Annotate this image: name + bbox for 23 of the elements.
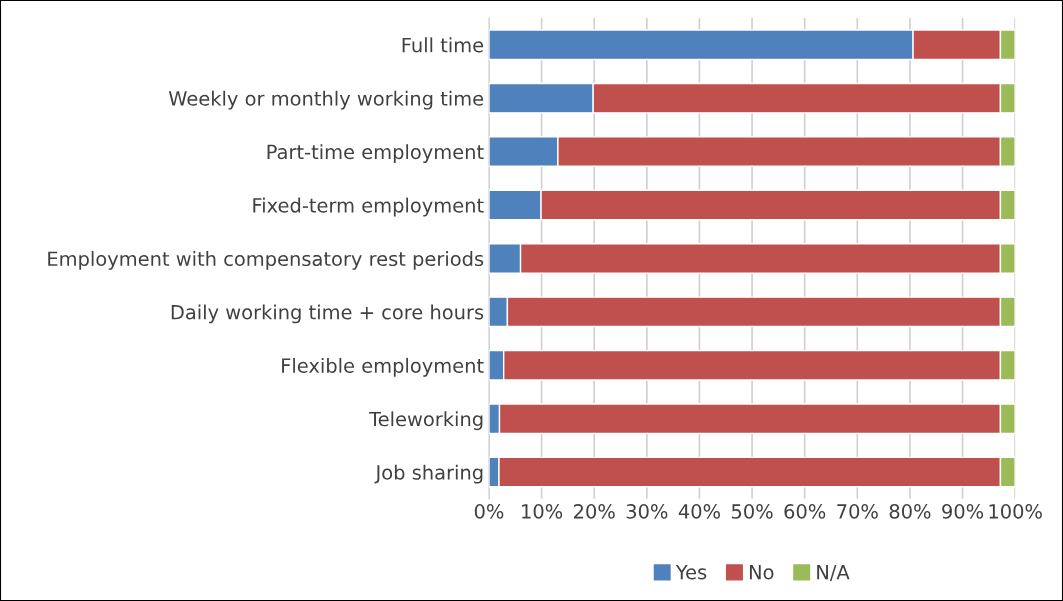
y-tick-label: Fixed-term employment xyxy=(253,197,484,217)
x-tick-label: 10% xyxy=(522,504,563,519)
x-tick-label: 50% xyxy=(731,504,773,519)
y-tick-label: Part-time employment xyxy=(267,144,484,164)
y-tick-label: Teleworking xyxy=(369,411,483,431)
y-tick-label: Flexible employment xyxy=(282,357,484,377)
legend-label: Yes xyxy=(675,565,707,580)
x-tick-label: 0% xyxy=(474,504,504,519)
x-tick-label: 80% xyxy=(889,504,931,519)
y-tick-label: Job sharing xyxy=(374,464,483,484)
x-tick-label: 90% xyxy=(942,504,984,519)
x-tick-label: 70% xyxy=(837,504,878,519)
legend-label: No xyxy=(749,565,774,580)
legend-label: N/A xyxy=(817,565,850,581)
x-tick-label: 20% xyxy=(574,504,615,519)
y-tick-label: Full time xyxy=(402,37,484,53)
x-tick-label: 60% xyxy=(784,504,826,519)
x-tick-label: 100% xyxy=(989,504,1042,519)
y-tick-label: Employment with compensatory rest periods xyxy=(48,251,484,270)
x-tick-label: 40% xyxy=(678,504,720,519)
x-tick-label: 30% xyxy=(626,504,668,519)
y-tick-label: Daily working time + core hours xyxy=(171,304,484,324)
y-tick-label: Weekly or monthly working time xyxy=(168,90,484,110)
